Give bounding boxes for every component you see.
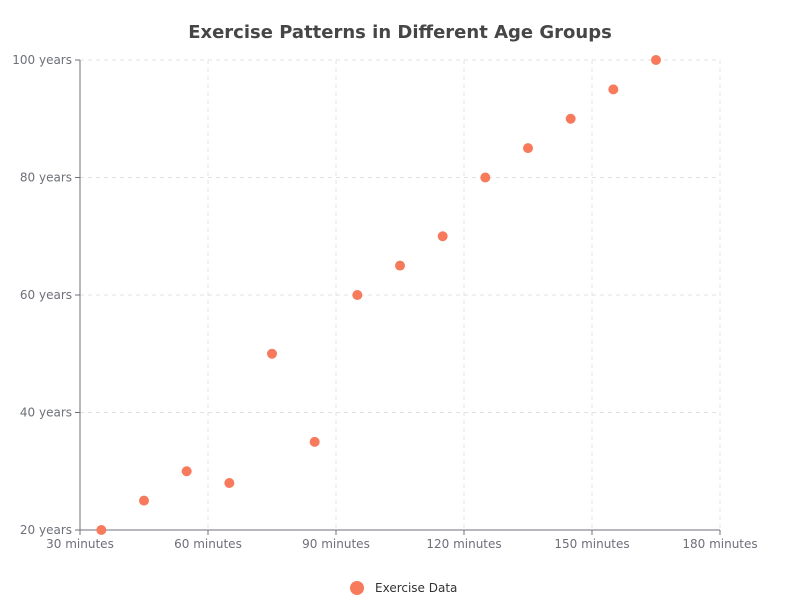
- data-point[interactable]: [139, 495, 149, 506]
- data-point[interactable]: [181, 466, 192, 477]
- legend-marker[interactable]: [350, 581, 364, 595]
- data-point[interactable]: [267, 348, 277, 359]
- data-point[interactable]: [480, 172, 491, 183]
- x-tick-label: 30 minutes: [46, 537, 114, 551]
- x-tick-label: 150 minutes: [554, 537, 629, 551]
- data-point[interactable]: [651, 55, 661, 65]
- y-tick-label: 60 years: [20, 288, 72, 302]
- legend-label[interactable]: Exercise Data: [375, 581, 457, 595]
- chart-title: Exercise Patterns in Different Age Group…: [188, 22, 612, 43]
- data-point[interactable]: [437, 231, 448, 242]
- data-point[interactable]: [395, 260, 405, 271]
- y-tick-label: 40 years: [20, 406, 72, 420]
- data-point[interactable]: [565, 113, 576, 124]
- grid: [80, 59, 721, 530]
- data-point[interactable]: [523, 143, 533, 154]
- x-tick-label: 90 minutes: [302, 537, 370, 551]
- axes: 20 years 40 years 60 years 80 years 100 year…: [12, 53, 757, 551]
- data-point[interactable]: [608, 84, 619, 95]
- y-tick-label: 20 years: [20, 523, 72, 537]
- data-point[interactable]: [96, 525, 107, 535]
- data-point[interactable]: [224, 478, 235, 488]
- data-points: [96, 55, 661, 535]
- legend[interactable]: Exercise Data: [350, 581, 457, 595]
- y-tick-label: 100 years: [12, 53, 72, 67]
- x-tick-label: 180 minutes: [682, 537, 757, 551]
- y-tick-label: 80 years: [20, 171, 72, 185]
- x-tick-label: 120 minutes: [426, 537, 501, 551]
- x-tick-label: 60 minutes: [174, 537, 242, 551]
- data-point[interactable]: [352, 290, 363, 300]
- data-point[interactable]: [309, 436, 320, 447]
